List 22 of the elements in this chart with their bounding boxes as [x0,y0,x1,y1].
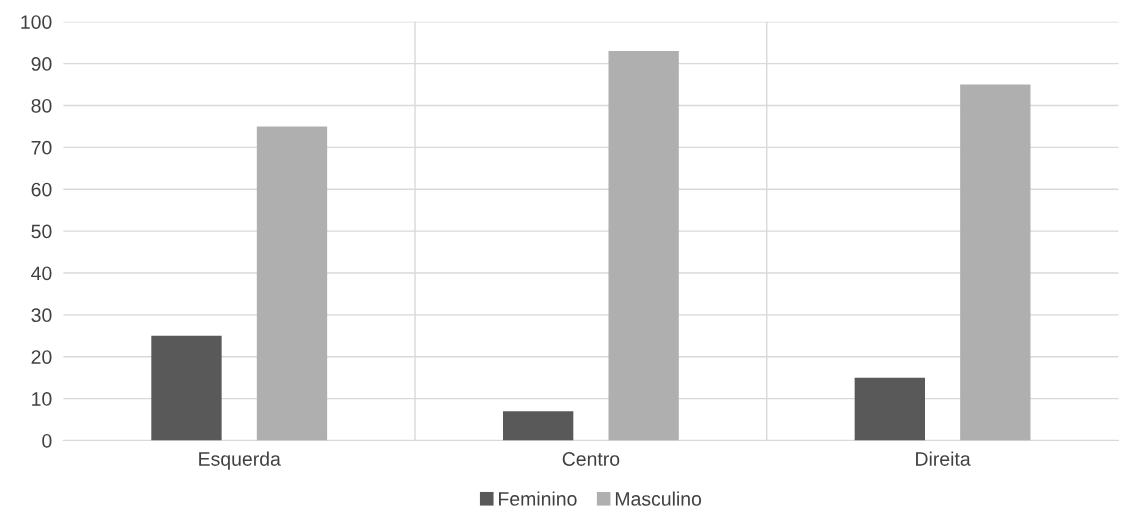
y-tick-label: 100 [21,15,52,29]
bar [502,411,574,441]
bar [151,335,222,441]
bar [256,126,328,441]
x-tick-label: Direita [916,451,971,466]
bar [608,51,679,441]
y-tick-label: 80 [31,98,52,113]
y-tick-label: 60 [31,182,52,197]
bar [960,84,1031,441]
y-tick-label: 20 [31,350,52,364]
y-tick-label: 10 [32,392,52,406]
legend-label: Masculino [615,491,702,506]
y-tick-label: 30 [31,308,52,323]
bar [854,377,925,441]
y-tick-label: 40 [31,266,52,281]
x-tick-label: Esquerda [199,451,281,470]
y-tick-label: 50 [31,224,52,239]
x-tick-label: Centro [562,452,620,466]
legend-label: Feminino [499,491,577,506]
y-tick-label: 70 [31,140,52,155]
y-tick-label: 0 [42,433,52,448]
y-tick-label: 90 [31,57,52,71]
